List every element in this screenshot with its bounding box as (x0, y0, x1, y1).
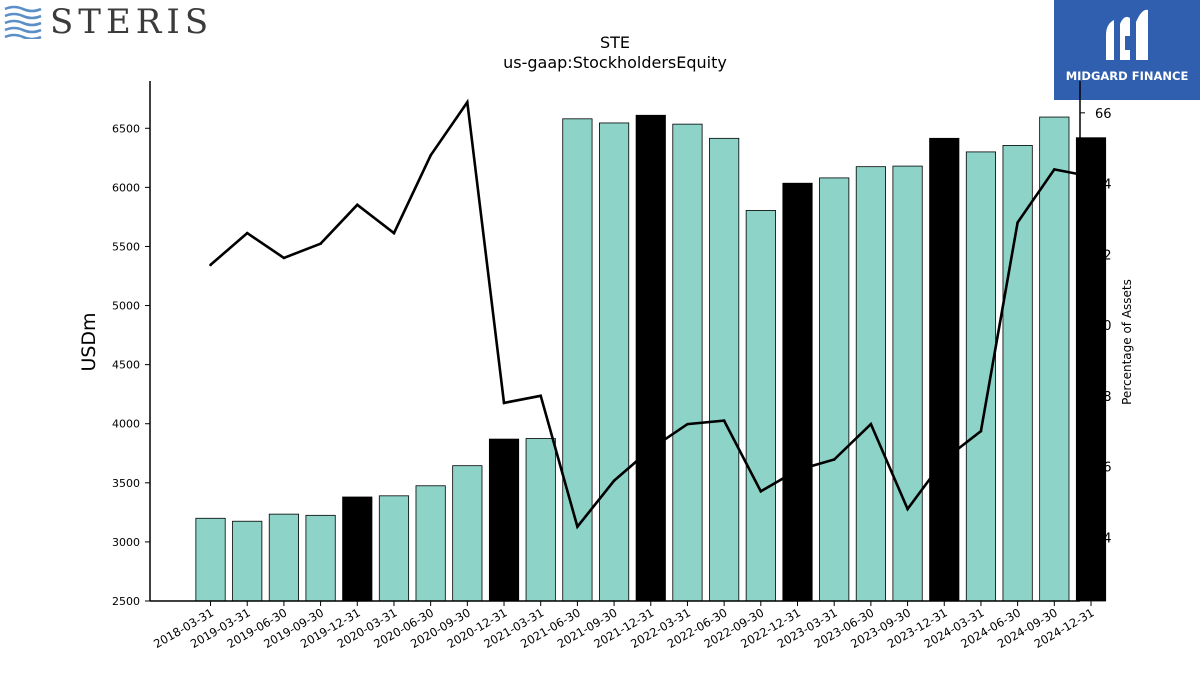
line-point-2020-03-31 (392, 231, 396, 235)
y-tick-label: 4000 (112, 418, 140, 431)
y2-tick-label: 60 (1095, 319, 1112, 334)
bar-2019-09-30 (305, 514, 336, 602)
bar-2020-03-31 (378, 495, 410, 602)
y-axis-label: USDm (78, 312, 100, 371)
y2-tick-label: 64 (1095, 178, 1112, 193)
line-point-2024-12-31 (1089, 175, 1093, 178)
bar-2020-06-30 (415, 485, 446, 602)
bar-2024-06-30 (1002, 145, 1033, 602)
line-point-2020-09-30 (466, 100, 469, 104)
bar-2024-09-30 (1039, 116, 1070, 602)
bar-2023-06-30 (855, 166, 886, 602)
line-point-2023-03-31 (832, 458, 836, 461)
steris-logo: STERIS (4, 4, 213, 40)
line-point-2022-03-31 (686, 422, 689, 426)
bar-2023-09-30 (892, 165, 923, 602)
line-point-2021-03-31 (539, 394, 543, 398)
bar-2023-12-31 (929, 137, 960, 602)
line-point-2019-03-31 (245, 231, 249, 235)
bar-2021-12-31 (635, 114, 666, 602)
line-point-2020-12-31 (502, 401, 506, 405)
bar-2022-12-31 (782, 182, 813, 602)
line-point-2019-06-30 (282, 256, 286, 260)
bar-2022-06-30 (709, 137, 740, 602)
line-point-2022-06-30 (722, 419, 726, 422)
y2-axis-label: Percentage of Assets (1120, 279, 1134, 405)
y-tick-label: 5000 (112, 300, 140, 313)
line-point-2023-12-31 (942, 458, 946, 461)
line-point-2019-09-30 (319, 242, 322, 246)
line-point-2024-06-30 (1016, 221, 1019, 224)
y-tick-label: 6500 (112, 122, 140, 135)
bar-2024-12-31 (1075, 137, 1107, 602)
y-tick-label: 4500 (112, 359, 140, 372)
line-point-2022-09-30 (759, 490, 763, 493)
line-point-2021-06-30 (576, 525, 579, 529)
line-point-2024-03-31 (979, 429, 983, 433)
line-point-2021-12-31 (649, 447, 653, 451)
bar-2021-09-30 (599, 122, 630, 602)
y-tick-label: 2500 (112, 595, 140, 608)
steris-waves-icon (4, 5, 42, 39)
bar-2021-03-31 (525, 438, 556, 602)
y-tick-label: 6000 (112, 181, 140, 194)
line-point-2019-12-31 (355, 203, 359, 207)
bar-2019-06-30 (268, 513, 299, 602)
bar-2021-06-30 (562, 118, 593, 602)
line-point-2020-06-30 (429, 153, 432, 157)
line-point-2022-12-31 (796, 468, 799, 472)
y2-tick-label: 58 (1095, 390, 1112, 405)
y2-tick-label: 62 (1095, 248, 1112, 263)
bar-2019-12-31 (342, 496, 373, 602)
chart-title: STE (600, 33, 630, 52)
line-point-2018-03-31 (209, 263, 212, 267)
line-point-2023-06-30 (869, 422, 873, 426)
bar-2023-03-31 (819, 177, 850, 602)
line-point-2023-09-30 (906, 507, 909, 511)
midgard-brand-text: MIDGARD FINANCE (1065, 69, 1189, 83)
midgard-finance-logo: MIDGARD FINANCE (1054, 0, 1200, 100)
y2-tick-label: 56 (1095, 461, 1112, 476)
line-point-2024-09-30 (1053, 168, 1056, 171)
bar-series (195, 114, 1107, 602)
midgard-m-icon (1106, 9, 1148, 60)
y-tick-label: 5500 (112, 240, 140, 253)
line-series (209, 98, 1093, 530)
y-tick-label: 3500 (112, 477, 140, 490)
y2-tick-label: 54 (1095, 531, 1112, 546)
bar-2018-03-31 (195, 517, 226, 602)
bar-2022-03-31 (672, 123, 703, 602)
bar-2022-09-30 (745, 210, 776, 602)
y2-tick-label: 66 (1095, 107, 1112, 122)
chart-subtitle: us-gaap:StockholdersEquity (503, 53, 727, 72)
y-tick-label: 3000 (112, 536, 140, 549)
bar-2020-09-30 (452, 465, 483, 602)
steris-wordmark: STERIS (50, 2, 214, 42)
line-point-2021-09-30 (612, 479, 616, 483)
bar-2020-12-31 (488, 438, 520, 602)
bar-2019-03-31 (232, 520, 263, 602)
